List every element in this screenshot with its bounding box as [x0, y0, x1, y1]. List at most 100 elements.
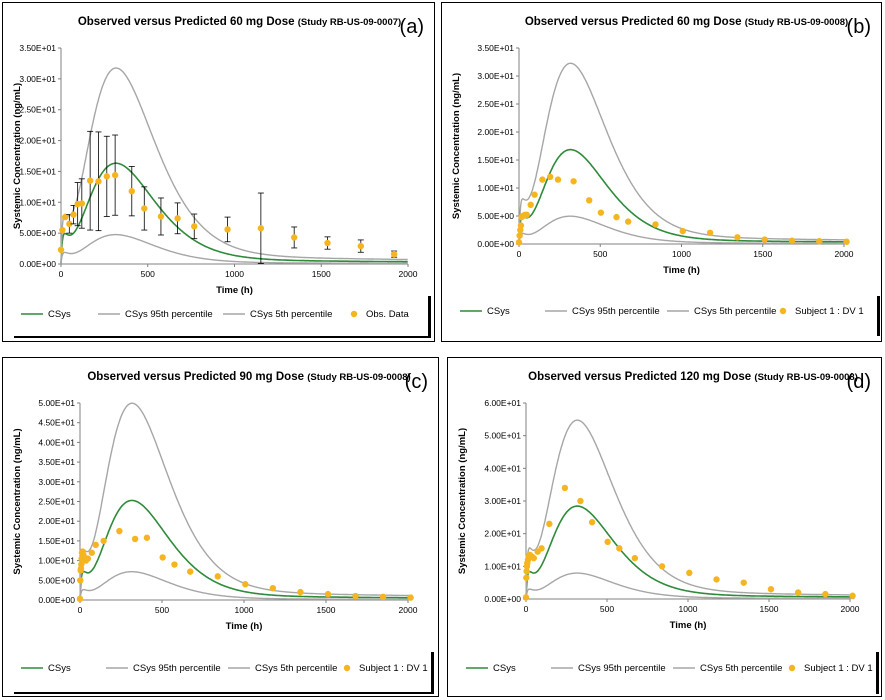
data-point [100, 537, 107, 545]
data-point [597, 209, 605, 216]
chart-title-main: Observed versus Predicted 60 mg Dose [525, 16, 745, 28]
data-point [625, 218, 632, 225]
data-point [143, 534, 151, 541]
y-axis-label: Systemic Concentration (ng/mL) [451, 73, 462, 219]
legend-frame-d [876, 652, 879, 694]
data-point [379, 593, 387, 601]
data-point [116, 527, 123, 535]
x-tick-label: 1000 [235, 605, 254, 615]
chart-svg: Observed versus Predicted 90 mg Dose (St… [12, 371, 428, 674]
legend-label: CSys 95th percentile [578, 663, 666, 674]
y-tick-label: 2.00E+01 [19, 136, 56, 146]
data-point [103, 173, 111, 180]
data-point [843, 238, 850, 245]
legend-marker [350, 310, 358, 318]
y-tick-label: 2.00E+01 [484, 529, 521, 539]
data-point [561, 484, 569, 492]
data-point [290, 234, 298, 241]
data-point [794, 589, 802, 596]
data-point [78, 200, 86, 207]
chart-title-main: Observed versus Predicted 120 mg Dose [528, 371, 754, 383]
data-point [214, 573, 221, 580]
legend-label: Subject 1 : DV 1 [804, 663, 873, 674]
series-line-p5 [525, 572, 855, 600]
y-tick-label: 4.00E+01 [38, 437, 75, 447]
data-point [141, 205, 148, 212]
chart-svg: Observed versus Predicted 60 mg Dose (St… [451, 16, 871, 317]
data-point [269, 584, 277, 592]
legend-label: CSys 5th percentile [700, 663, 782, 674]
legend-frame-c-bottom [14, 692, 434, 694]
y-tick-label: 1.00E+01 [19, 197, 56, 207]
chart-title-main: Observed versus Predicted 60 mg Dose [78, 16, 298, 28]
chart-title: Observed versus Predicted 90 mg Dose (St… [87, 371, 410, 383]
chart-panel-c: Observed versus Predicted 90 mg Dose (St… [2, 357, 439, 697]
data-point [531, 191, 538, 198]
series-line-p5 [79, 571, 413, 601]
panel-letter: (d) [847, 371, 871, 393]
data-point [57, 246, 65, 254]
data-point [740, 579, 747, 586]
chart-panel-a: Observed versus Predicted 60 mg Dose (St… [2, 2, 435, 342]
data-point [522, 594, 530, 601]
x-axis-label: Time (h) [670, 620, 707, 631]
chart-title-main: Observed versus Predicted 90 mg Dose [87, 371, 307, 383]
x-tick-label: 500 [600, 604, 614, 614]
series-line-median [60, 162, 408, 265]
y-tick-label: 5.00E+01 [484, 431, 521, 441]
data-point [816, 238, 823, 245]
data-point [652, 221, 659, 228]
chart-svg: Observed versus Predicted 60 mg Dose (St… [12, 16, 424, 320]
data-point [59, 226, 66, 234]
x-tick-label: 2000 [399, 605, 418, 615]
y-tick-label: 2.50E+01 [477, 99, 514, 109]
y-tick-label: 3.00E+01 [38, 477, 75, 487]
legend-label: CSys [48, 309, 71, 320]
y-tick-label: 1.50E+01 [19, 166, 56, 176]
legend-frame-a-bottom [14, 336, 431, 338]
x-tick-label: 2000 [835, 249, 854, 259]
data-point [613, 213, 620, 221]
data-point [61, 213, 69, 221]
data-point [767, 586, 775, 593]
x-axis-label: Time (h) [226, 621, 263, 632]
data-point [517, 222, 525, 229]
y-tick-label: 0.00E+00 [38, 595, 75, 605]
data-point [616, 545, 623, 552]
legend-marker [343, 664, 351, 672]
data-point [174, 215, 181, 222]
x-tick-label: 0 [78, 605, 83, 615]
data-point [523, 211, 530, 219]
data-point [658, 563, 666, 570]
y-tick-label: 2.00E+01 [477, 127, 514, 137]
y-tick-label: 0.00E+00 [477, 239, 514, 249]
y-tick-label: 5.00E+00 [477, 211, 514, 221]
x-tick-label: 500 [141, 269, 155, 279]
chart-title: Observed versus Predicted 60 mg Dose (St… [78, 16, 401, 28]
data-point [407, 594, 414, 601]
data-point [224, 226, 231, 233]
data-point [157, 213, 165, 220]
y-tick-label: 0.00E+00 [484, 594, 521, 604]
chart-title-suffix: (Study RB-US-09-0008) [307, 372, 410, 383]
data-point [679, 227, 686, 235]
legend-marker [788, 664, 796, 672]
legend-marker [779, 307, 787, 315]
data-point [604, 538, 611, 546]
data-point [515, 239, 523, 246]
legend-label: Subject 1 : DV 1 [359, 663, 428, 674]
y-tick-label: 0.00E+00 [19, 259, 56, 269]
panel-letter: (c) [405, 371, 428, 393]
y-tick-label: 2.00E+01 [38, 516, 75, 526]
x-tick-label: 0 [59, 269, 64, 279]
legend-label: CSys [493, 663, 516, 674]
chart-title: Observed versus Predicted 60 mg Dose (St… [525, 16, 848, 28]
data-point [547, 173, 554, 180]
data-point [822, 590, 829, 598]
y-axis-label: Systemic Concentration (ng/mL) [457, 428, 468, 574]
y-axis-label: Systemic Concentration (ng/mL) [12, 83, 23, 229]
data-point [88, 549, 96, 556]
data-point [92, 541, 99, 549]
data-point [706, 229, 714, 236]
data-point [516, 232, 523, 239]
